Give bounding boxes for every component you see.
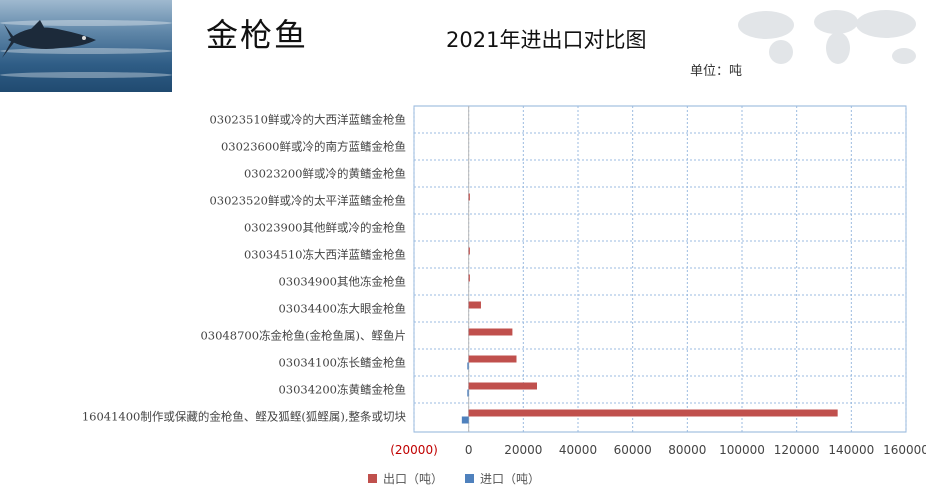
import-bar: [461, 416, 469, 424]
world-map-watermark: [738, 10, 916, 64]
legend-swatch-export: [368, 474, 377, 483]
category-label: 03034100冻长鳍金枪鱼: [278, 356, 406, 370]
export-bar: [468, 355, 517, 363]
x-tick-label: 20000: [504, 443, 542, 457]
category-label: 03034400冻大眼金枪鱼: [278, 302, 406, 316]
category-label: 03048700冻金枪鱼(金枪鱼属)、鲣鱼片: [200, 329, 406, 343]
product-title: 金枪鱼: [206, 16, 309, 54]
export-bar: [468, 193, 470, 201]
export-bar: [468, 274, 470, 282]
export-bar: [468, 382, 537, 390]
tuna-photo: [0, 0, 172, 92]
x-tick-label: 40000: [559, 443, 597, 457]
category-label: 03023510鲜或冷的大西洋蓝鳍金枪鱼: [209, 113, 406, 127]
category-label: 03034510冻大西洋蓝鳍金枪鱼: [244, 248, 406, 262]
category-label: 03023520鲜或冷的太平洋蓝鳍金枪鱼: [209, 194, 406, 208]
x-tick-label: 60000: [614, 443, 652, 457]
import-bar: [467, 362, 469, 370]
legend-label-export: 出口（吨）: [383, 472, 444, 486]
legend-item-export: 出口（吨）: [368, 470, 443, 487]
legend-swatch-import: [465, 474, 475, 483]
x-tick-label: 120000: [774, 443, 820, 457]
category-label: 03034200冻黄鳍金枪鱼: [278, 383, 406, 397]
chart-legend: 出口（吨） 进口（吨）: [368, 470, 540, 487]
export-bar: [468, 247, 470, 255]
export-bar: [468, 301, 481, 309]
legend-item-import: 进口（吨）: [465, 470, 540, 487]
x-tick-label: 160000: [883, 443, 926, 457]
category-label: 03023600鲜或冷的南方蓝鳍金枪鱼: [221, 140, 406, 154]
unit-label: 单位：吨: [690, 64, 743, 79]
category-label: 03034900其他冻金枪鱼: [278, 275, 406, 289]
chart-title: 2021年进出口对比图: [446, 28, 647, 52]
export-bar: [468, 328, 513, 336]
x-tick-label: 0: [465, 443, 473, 457]
import-bar: [467, 389, 469, 397]
category-label: 03023200鲜或冷的黄鳍金枪鱼: [244, 167, 406, 181]
x-tick-label: 140000: [828, 443, 874, 457]
x-tick-label: 80000: [668, 443, 706, 457]
legend-label-import: 进口（吨）: [480, 472, 541, 486]
tuna-fish-icon: [2, 20, 96, 58]
category-label: 03023900其他鲜或冷的金枪鱼: [244, 221, 406, 235]
x-tick-label: (20000): [390, 443, 438, 457]
x-tick-label: 100000: [719, 443, 765, 457]
category-label: 16041400制作或保藏的金枪鱼、鲣及狐鲣(狐鲣属),整条或切块: [82, 410, 407, 424]
export-bar: [468, 409, 838, 417]
